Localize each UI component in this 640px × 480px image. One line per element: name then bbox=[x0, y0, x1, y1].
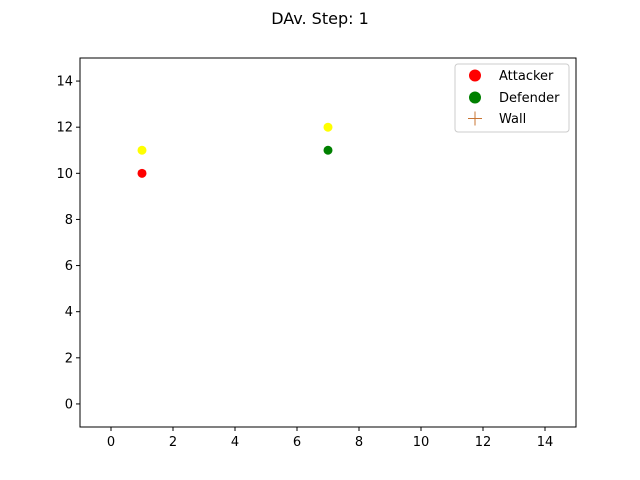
legend-label-defender: Defender bbox=[499, 91, 560, 106]
legend-box bbox=[454, 63, 570, 133]
chart-title: DAv. Step: 1 bbox=[271, 9, 369, 28]
x-tick-label-0: 0 bbox=[107, 435, 115, 450]
x-tick-label-2: 4 bbox=[231, 435, 239, 450]
legend-marker-attacker bbox=[469, 69, 481, 82]
x-tick-label-3: 6 bbox=[293, 435, 301, 450]
x-tick-label-7: 14 bbox=[537, 435, 554, 450]
y-tick-label-5: 10 bbox=[56, 167, 73, 182]
y-tick-label-7: 14 bbox=[56, 75, 73, 90]
data-point-1 bbox=[137, 168, 147, 178]
data-point-3 bbox=[323, 145, 333, 155]
x-tick-label-1: 2 bbox=[169, 435, 177, 450]
legend-marker-defender bbox=[469, 91, 481, 104]
data-points bbox=[137, 122, 333, 178]
y-tick-label-3: 6 bbox=[65, 259, 73, 274]
y-tick-label-4: 8 bbox=[65, 213, 73, 228]
legend-label-wall: Wall bbox=[499, 112, 526, 127]
x-tick-label-5: 10 bbox=[413, 435, 430, 450]
legend-label-attacker: Attacker bbox=[499, 69, 554, 84]
y-tick-label-1: 2 bbox=[65, 351, 73, 366]
legend: Attacker Defender Wall bbox=[454, 63, 570, 133]
data-point-2 bbox=[323, 122, 333, 132]
y-tick-label-0: 0 bbox=[65, 397, 73, 412]
x-tick-label-6: 12 bbox=[475, 435, 492, 450]
y-tick-label-6: 12 bbox=[56, 121, 73, 136]
x-tick-label-4: 8 bbox=[355, 435, 363, 450]
plot-frame bbox=[79, 57, 577, 428]
legend-marker-wall bbox=[468, 111, 482, 126]
data-point-0 bbox=[137, 145, 147, 155]
axis-ticks: 0 2 4 6 8 10 12 14 0 2 4 6 8 10 12 14 bbox=[56, 75, 553, 450]
y-tick-label-2: 4 bbox=[65, 305, 73, 320]
